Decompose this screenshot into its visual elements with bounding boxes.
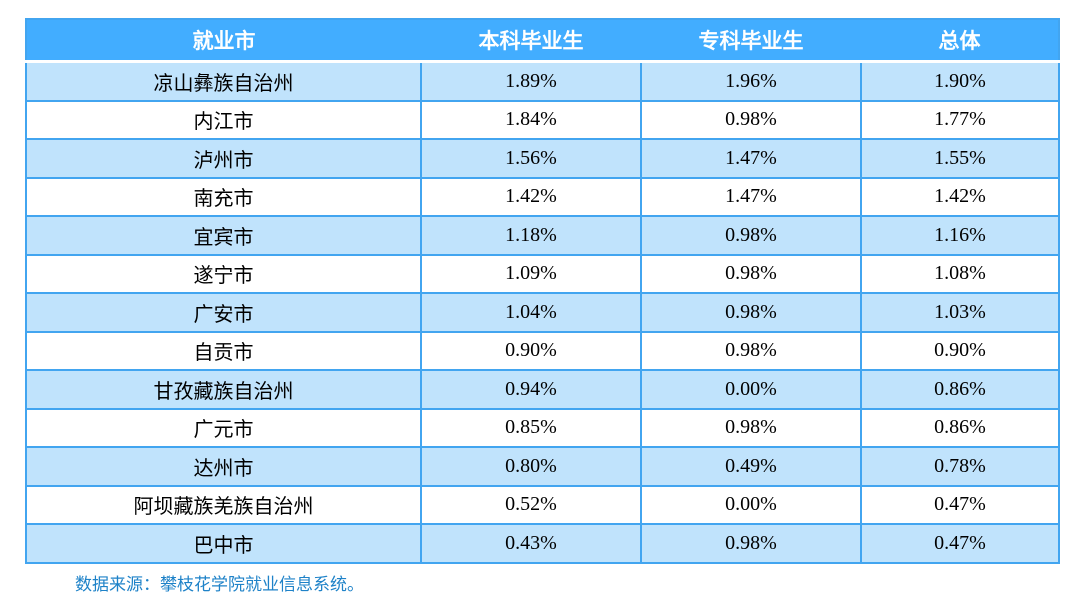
data-source-note: 数据来源：攀枝花学院就业信息系统。 bbox=[75, 575, 364, 594]
column-header-city: 就业市 bbox=[26, 19, 421, 63]
city-cell: 内江市 bbox=[25, 99, 422, 140]
overall-rate-cell: 1.16% bbox=[860, 215, 1060, 256]
city-cell: 自贡市 bbox=[25, 330, 422, 371]
undergrad-rate-cell: 0.43% bbox=[420, 523, 642, 564]
city-cell: 广安市 bbox=[25, 292, 422, 333]
city-cell: 宜宾市 bbox=[25, 215, 422, 256]
overall-rate-cell: 0.86% bbox=[860, 369, 1060, 410]
overall-rate-cell: 0.47% bbox=[860, 523, 1060, 564]
college-rate-cell: 0.98% bbox=[640, 215, 862, 256]
city-cell: 巴中市 bbox=[25, 523, 422, 564]
overall-rate-cell: 0.86% bbox=[860, 407, 1060, 448]
city-cell: 南充市 bbox=[25, 176, 422, 217]
table-row: 凉山彝族自治州 1.89% 1.96% 1.90% bbox=[25, 60, 1060, 102]
undergrad-rate-cell: 1.89% bbox=[420, 60, 642, 102]
table-row: 巴中市 0.43% 0.98% 0.47% bbox=[25, 523, 1060, 564]
overall-rate-cell: 0.90% bbox=[860, 330, 1060, 371]
college-rate-cell: 0.98% bbox=[640, 292, 862, 333]
undergrad-rate-cell: 1.84% bbox=[420, 99, 642, 140]
overall-rate-cell: 1.55% bbox=[860, 138, 1060, 179]
college-rate-cell: 1.47% bbox=[640, 176, 862, 217]
undergrad-rate-cell: 0.94% bbox=[420, 369, 642, 410]
college-rate-cell: 0.98% bbox=[640, 407, 862, 448]
table-body: 凉山彝族自治州 1.89% 1.96% 1.90% 内江市 1.84% 0.98% 1.77%… bbox=[25, 60, 1060, 564]
city-cell: 泸州市 bbox=[25, 138, 422, 179]
table-row: 甘孜藏族自治州 0.94% 0.00% 0.86% bbox=[25, 369, 1060, 410]
header-row: 就业市 本科毕业生 专科毕业生 总体 bbox=[26, 19, 1059, 63]
column-header-overall: 总体 bbox=[861, 19, 1059, 63]
college-rate-cell: 0.98% bbox=[640, 99, 862, 140]
table-header: 就业市 本科毕业生 专科毕业生 总体 bbox=[26, 19, 1059, 63]
overall-rate-cell: 1.42% bbox=[860, 176, 1060, 217]
employment-rate-table: 就业市 本科毕业生 专科毕业生 总体 凉山彝族自治州 1.89% 1.96% 1.90… bbox=[25, 18, 1060, 564]
overall-rate-cell: 0.78% bbox=[860, 446, 1060, 487]
table-row: 遂宁市 1.09% 0.98% 1.08% bbox=[25, 253, 1060, 294]
column-header-undergrad: 本科毕业生 bbox=[421, 19, 641, 63]
table-row: 自贡市 0.90% 0.98% 0.90% bbox=[25, 330, 1060, 371]
table-row: 宜宾市 1.18% 0.98% 1.16% bbox=[25, 215, 1060, 256]
college-rate-cell: 1.96% bbox=[640, 60, 862, 102]
college-rate-cell: 0.98% bbox=[640, 330, 862, 371]
college-rate-cell: 0.00% bbox=[640, 369, 862, 410]
table-row: 泸州市 1.56% 1.47% 1.55% bbox=[25, 138, 1060, 179]
undergrad-rate-cell: 0.80% bbox=[420, 446, 642, 487]
undergrad-rate-cell: 1.18% bbox=[420, 215, 642, 256]
college-rate-cell: 0.49% bbox=[640, 446, 862, 487]
college-rate-cell: 0.98% bbox=[640, 523, 862, 564]
undergrad-rate-cell: 1.56% bbox=[420, 138, 642, 179]
table-row: 南充市 1.42% 1.47% 1.42% bbox=[25, 176, 1060, 217]
table-row: 达州市 0.80% 0.49% 0.78% bbox=[25, 446, 1060, 487]
city-cell: 遂宁市 bbox=[25, 253, 422, 294]
overall-rate-cell: 1.08% bbox=[860, 253, 1060, 294]
column-header-college: 专科毕业生 bbox=[641, 19, 861, 63]
undergrad-rate-cell: 0.52% bbox=[420, 484, 642, 525]
college-rate-cell: 0.00% bbox=[640, 484, 862, 525]
overall-rate-cell: 1.77% bbox=[860, 99, 1060, 140]
undergrad-rate-cell: 1.42% bbox=[420, 176, 642, 217]
undergrad-rate-cell: 0.90% bbox=[420, 330, 642, 371]
city-cell: 阿坝藏族羌族自治州 bbox=[25, 484, 422, 525]
city-cell: 甘孜藏族自治州 bbox=[25, 369, 422, 410]
overall-rate-cell: 1.90% bbox=[860, 60, 1060, 102]
table-row: 广元市 0.85% 0.98% 0.86% bbox=[25, 407, 1060, 448]
city-cell: 达州市 bbox=[25, 446, 422, 487]
undergrad-rate-cell: 1.04% bbox=[420, 292, 642, 333]
employment-rate-table-container: 就业市 本科毕业生 专科毕业生 总体 凉山彝族自治州 1.89% 1.96% 1.90… bbox=[25, 18, 1060, 564]
overall-rate-cell: 1.03% bbox=[860, 292, 1060, 333]
table-row: 阿坝藏族羌族自治州 0.52% 0.00% 0.47% bbox=[25, 484, 1060, 525]
college-rate-cell: 1.47% bbox=[640, 138, 862, 179]
overall-rate-cell: 0.47% bbox=[860, 484, 1060, 525]
city-cell: 凉山彝族自治州 bbox=[25, 60, 422, 102]
city-cell: 广元市 bbox=[25, 407, 422, 448]
table-row: 广安市 1.04% 0.98% 1.03% bbox=[25, 292, 1060, 333]
college-rate-cell: 0.98% bbox=[640, 253, 862, 294]
table-row: 内江市 1.84% 0.98% 1.77% bbox=[25, 99, 1060, 140]
undergrad-rate-cell: 0.85% bbox=[420, 407, 642, 448]
undergrad-rate-cell: 1.09% bbox=[420, 253, 642, 294]
